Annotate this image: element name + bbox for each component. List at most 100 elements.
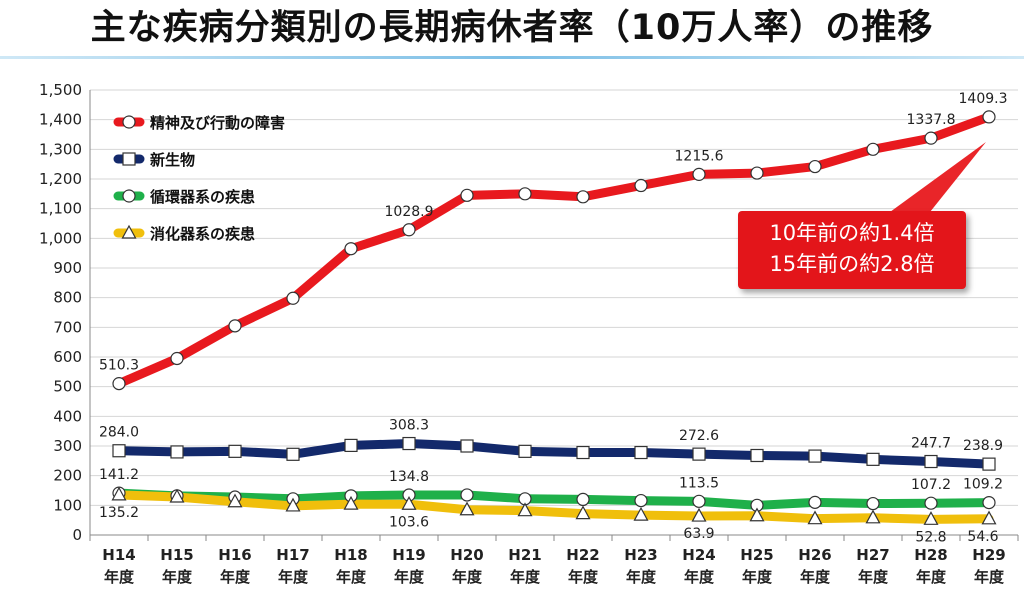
- y-tick-label: 1,200: [39, 170, 82, 188]
- data-point: [866, 452, 880, 466]
- data-label: 54.6: [967, 529, 998, 545]
- y-tick-label: 1,500: [39, 81, 82, 99]
- line-chart: 0 100 200 300 400 500 600 700 800 900 1,000 1,100 1,…: [39, 81, 1019, 586]
- data-point: [981, 510, 997, 525]
- x-tick-label: 年度: [800, 568, 831, 586]
- data-point: [576, 492, 590, 506]
- data-point: [344, 438, 358, 453]
- data-point: [460, 488, 474, 502]
- callout-pointer: [890, 142, 986, 212]
- data-point: [170, 445, 184, 459]
- x-tick-label: H17: [276, 546, 309, 564]
- data-point: [228, 444, 242, 458]
- callout-line-2: 15年前の約2.8倍: [769, 252, 935, 276]
- x-tick-label: H14: [102, 546, 135, 564]
- y-tick-label: 100: [53, 496, 82, 514]
- x-tick-label: 年度: [336, 568, 367, 586]
- legend-marker: [122, 189, 136, 203]
- x-tick-label: 年度: [452, 568, 483, 586]
- data-label: 134.8: [389, 469, 429, 485]
- data-point: [808, 449, 822, 463]
- data-point: [982, 457, 996, 471]
- data-point: [923, 511, 939, 525]
- x-tick-label: H24: [682, 546, 715, 564]
- axes: 0 100 200 300 400 500 600 700 800 900 1,000 1,100 1,…: [39, 81, 1019, 586]
- data-point: [750, 448, 764, 463]
- data-point: [576, 445, 590, 460]
- x-tick-label: 年度: [510, 568, 541, 586]
- callout-line-1: 10年前の約1.4倍: [769, 221, 935, 245]
- data-point: [460, 439, 474, 453]
- data-point: [982, 496, 996, 510]
- y-tick-label: 500: [53, 378, 82, 396]
- data-label: 284.0: [99, 425, 139, 441]
- data-label: 113.5: [679, 475, 719, 491]
- x-tick-label: H27: [856, 546, 889, 564]
- data-label: 247.7: [911, 436, 951, 452]
- series-line-0: [114, 112, 994, 389]
- data-label: 238.9: [963, 438, 1003, 454]
- x-tick-label: H18: [334, 546, 367, 564]
- data-point: [285, 497, 301, 512]
- data-point: [170, 351, 184, 366]
- series-line-1: [114, 439, 994, 469]
- data-point: [517, 502, 533, 517]
- data-point: [633, 506, 649, 521]
- data-point: [460, 188, 474, 202]
- data-point: [692, 447, 706, 461]
- data-point: [112, 444, 126, 458]
- data-point: [111, 486, 127, 501]
- y-tick-label: 1,400: [39, 111, 82, 129]
- data-point: [865, 509, 881, 524]
- y-tick-label: 600: [53, 348, 82, 366]
- x-tick-label: 年度: [684, 568, 715, 586]
- x-tick-label: H23: [624, 546, 657, 564]
- data-point: [692, 494, 706, 508]
- data-point: [575, 505, 591, 520]
- data-point: [286, 447, 300, 461]
- y-tick-label: 900: [53, 259, 82, 277]
- legend-label: 精神及び行動の障害: [150, 114, 285, 132]
- x-tick-label: H22: [566, 546, 599, 564]
- x-tick-label: H19: [392, 546, 425, 564]
- x-tick-label: H25: [740, 546, 773, 564]
- data-point: [691, 507, 707, 522]
- data-point: [286, 291, 300, 305]
- y-tick-label: 700: [53, 318, 82, 336]
- data-label: 510.3: [99, 358, 139, 374]
- data-point: [402, 223, 416, 237]
- x-tick-label: H16: [218, 546, 251, 564]
- x-tick-label: 年度: [858, 568, 889, 586]
- series-line-2: [114, 488, 994, 510]
- x-tick-label: H28: [914, 546, 947, 564]
- growth-callout: 10年前の約1.4倍 15年前の約2.8倍: [738, 211, 966, 289]
- legend-label: 新生物: [150, 151, 195, 169]
- data-label: 308.3: [389, 418, 429, 434]
- legend-marker: [122, 152, 136, 166]
- data-point: [343, 495, 359, 510]
- data-point: [344, 242, 358, 256]
- x-tick-label: 年度: [104, 568, 135, 586]
- legend-label: 消化器系の疾患: [150, 225, 255, 243]
- x-tick-label: 年度: [916, 568, 947, 586]
- y-tick-label: 1,100: [39, 200, 82, 218]
- y-tick-label: 0: [72, 526, 82, 544]
- data-point: [634, 178, 648, 193]
- data-label: 52.8: [915, 529, 946, 545]
- data-point: [982, 110, 996, 124]
- legend-marker: [122, 115, 136, 129]
- y-tick-label: 1,000: [39, 229, 82, 247]
- data-point: [112, 377, 126, 391]
- data-label: 107.2: [911, 477, 951, 493]
- x-tick-label: 年度: [220, 568, 251, 586]
- data-label: 272.6: [679, 428, 719, 444]
- data-point: [228, 319, 242, 333]
- data-label: 1337.8: [907, 112, 956, 128]
- legend-label: 循環器系の疾患: [150, 188, 255, 206]
- x-tick-label: H20: [450, 546, 483, 564]
- y-tick-label: 1,300: [39, 140, 82, 158]
- x-tick-label: 年度: [568, 568, 599, 586]
- data-point: [924, 496, 938, 510]
- data-point: [634, 493, 648, 508]
